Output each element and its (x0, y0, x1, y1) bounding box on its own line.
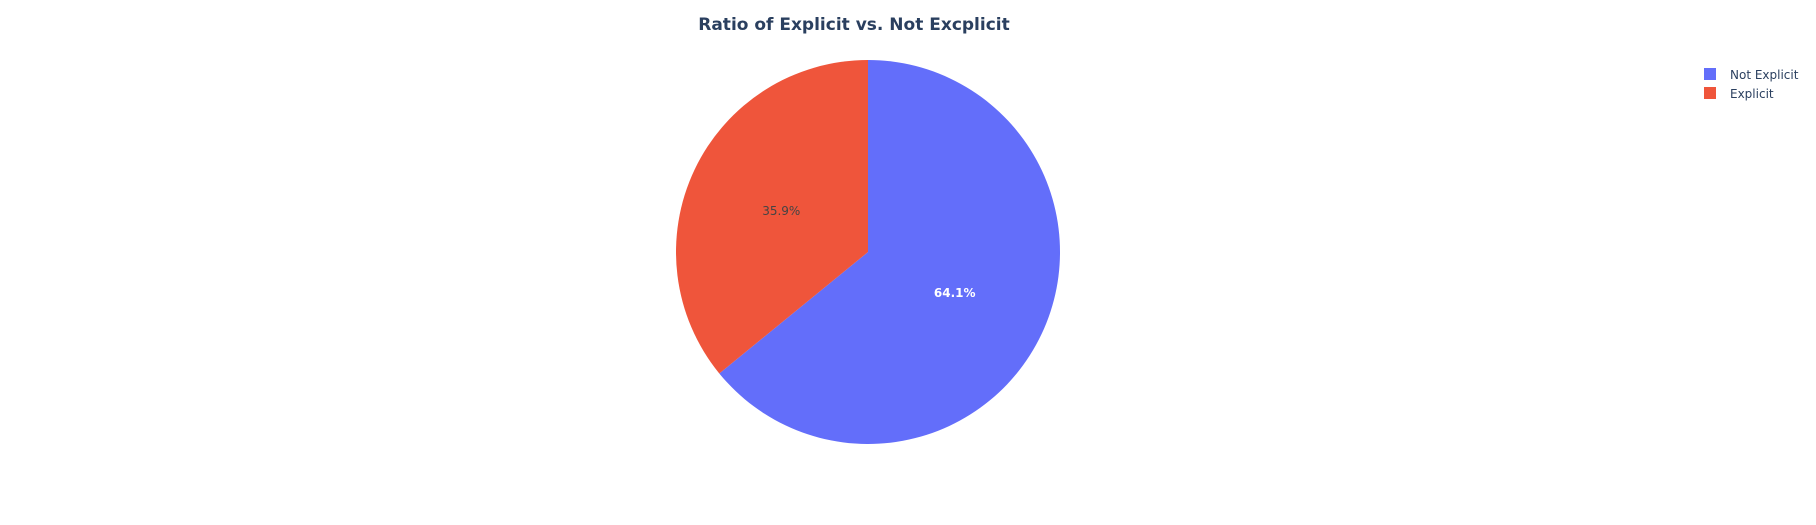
pie-slice-not-explicit (719, 60, 1061, 444)
legend-swatch (1704, 87, 1716, 99)
pie-slices (676, 60, 1061, 444)
pie-slice-labels: 64.1% 35.9% (762, 204, 975, 300)
legend-label: Not Explicit (1730, 68, 1799, 82)
pie-slice-explicit (676, 60, 868, 374)
legend-item-not-explicit[interactable]: Not Explicit (1704, 68, 1799, 82)
legend: Not Explicit Explicit (1704, 68, 1799, 101)
legend-item-explicit[interactable]: Explicit (1704, 87, 1774, 101)
legend-swatch (1704, 68, 1716, 80)
slice-label-not-explicit: 64.1% (934, 286, 976, 300)
legend-label: Explicit (1730, 87, 1774, 101)
chart-title: Ratio of Explicit vs. Not Excplicit (698, 15, 1010, 35)
slice-label-explicit: 35.9% (762, 204, 800, 218)
